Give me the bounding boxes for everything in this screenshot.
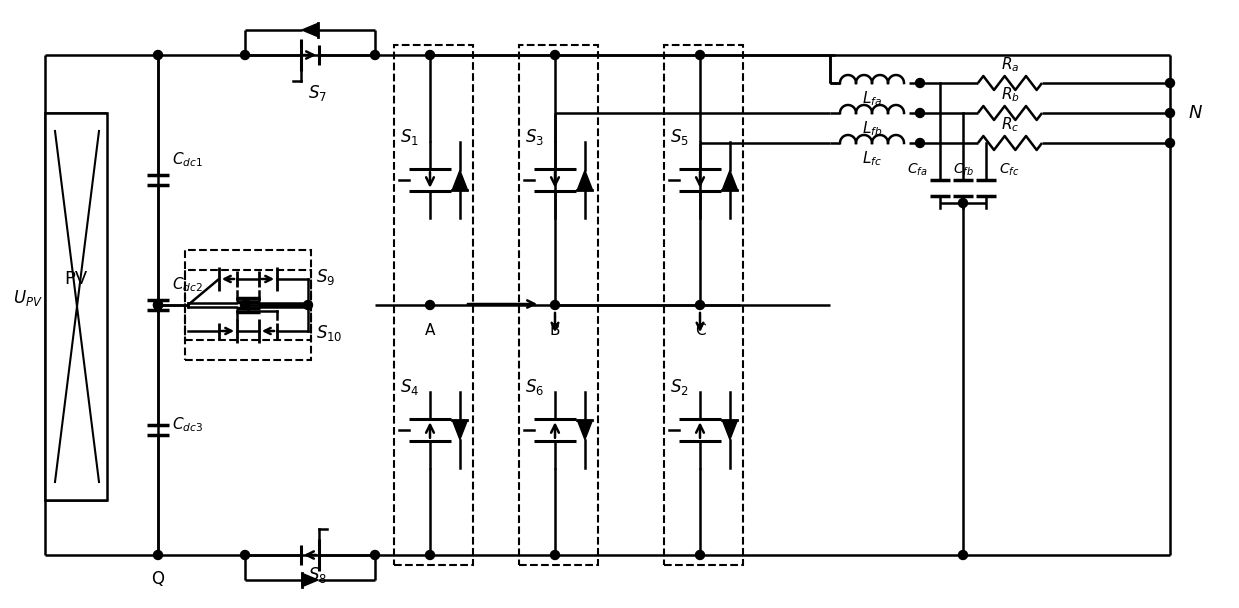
- Text: $S_{10}$: $S_{10}$: [316, 323, 342, 343]
- Text: $R_b$: $R_b$: [1001, 86, 1020, 105]
- Text: $S_4$: $S_4$: [400, 377, 419, 397]
- Circle shape: [154, 50, 162, 60]
- Circle shape: [154, 300, 162, 309]
- Polygon shape: [722, 420, 737, 440]
- Polygon shape: [577, 420, 592, 440]
- Text: $S_8$: $S_8$: [309, 565, 327, 585]
- Circle shape: [695, 50, 705, 60]
- Circle shape: [240, 50, 249, 60]
- Circle shape: [550, 300, 560, 309]
- Text: B: B: [550, 323, 560, 338]
- Circle shape: [425, 300, 435, 309]
- Text: $L_{fc}$: $L_{fc}$: [862, 150, 882, 168]
- Circle shape: [959, 550, 968, 559]
- Text: C: C: [695, 323, 705, 338]
- Polygon shape: [302, 23, 318, 36]
- Text: A: A: [425, 323, 435, 338]
- Text: $L_{fa}$: $L_{fa}$: [862, 89, 882, 108]
- Circle shape: [916, 139, 924, 148]
- Circle shape: [425, 550, 435, 559]
- Text: $R_c$: $R_c$: [1001, 116, 1020, 134]
- Text: $C_{dc3}$: $C_{dc3}$: [172, 416, 203, 434]
- Circle shape: [1166, 78, 1175, 88]
- Text: $L_{fb}$: $L_{fb}$: [862, 120, 882, 139]
- Text: Q: Q: [151, 570, 165, 588]
- Circle shape: [695, 550, 705, 559]
- Text: $S_2$: $S_2$: [670, 377, 689, 397]
- Polygon shape: [452, 170, 467, 190]
- Circle shape: [154, 300, 162, 309]
- Text: PV: PV: [64, 269, 88, 288]
- Circle shape: [154, 550, 162, 559]
- Polygon shape: [577, 170, 592, 190]
- Text: $S_3$: $S_3$: [525, 127, 544, 147]
- Circle shape: [916, 78, 924, 88]
- Circle shape: [304, 300, 312, 309]
- Circle shape: [1166, 139, 1175, 148]
- Text: $S_1$: $S_1$: [400, 127, 419, 147]
- Text: $S_7$: $S_7$: [309, 83, 327, 103]
- Polygon shape: [452, 420, 467, 440]
- Circle shape: [370, 550, 379, 559]
- Text: $U_{PV}$: $U_{PV}$: [14, 289, 43, 308]
- Polygon shape: [722, 170, 737, 190]
- Circle shape: [240, 300, 249, 309]
- Circle shape: [959, 198, 968, 207]
- Circle shape: [550, 50, 560, 60]
- Text: $C_{fb}$: $C_{fb}$: [953, 162, 974, 178]
- Bar: [45, 113, 107, 500]
- Circle shape: [1166, 108, 1175, 117]
- Circle shape: [425, 50, 435, 60]
- Text: $C_{dc1}$: $C_{dc1}$: [172, 151, 203, 170]
- Text: $C_{fc}$: $C_{fc}$: [999, 162, 1020, 178]
- Text: $N$: $N$: [1188, 104, 1203, 122]
- Text: $C_{fa}$: $C_{fa}$: [907, 162, 927, 178]
- Text: $R_a$: $R_a$: [1001, 56, 1020, 74]
- Circle shape: [240, 550, 249, 559]
- Text: $S_9$: $S_9$: [316, 267, 336, 287]
- Polygon shape: [302, 573, 318, 587]
- Text: $S_5$: $S_5$: [670, 127, 689, 147]
- Text: $S_6$: $S_6$: [525, 377, 544, 397]
- Circle shape: [916, 108, 924, 117]
- Text: $C_{dc2}$: $C_{dc2}$: [172, 275, 203, 294]
- Circle shape: [695, 300, 705, 309]
- Circle shape: [370, 50, 379, 60]
- Circle shape: [550, 550, 560, 559]
